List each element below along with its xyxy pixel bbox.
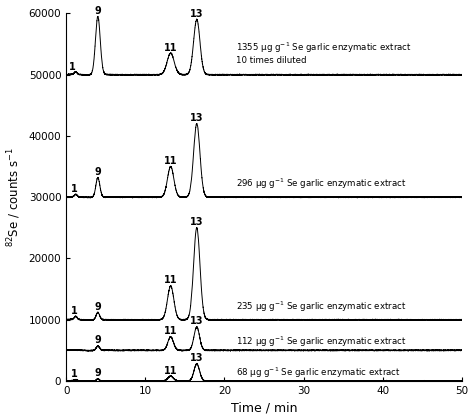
Text: 1355 μg g$^{-1}$ Se garlic enzymatic extract
10 times diluted: 1355 μg g$^{-1}$ Se garlic enzymatic ext… [237,41,412,66]
Text: 296 μg g$^{-1}$ Se garlic enzymatic extract: 296 μg g$^{-1}$ Se garlic enzymatic extr… [237,177,407,191]
Text: 11: 11 [164,276,177,286]
Text: 1: 1 [71,370,77,380]
Text: 11: 11 [164,156,177,166]
Text: 11: 11 [164,42,177,52]
Text: 9: 9 [94,167,101,177]
Text: 11: 11 [164,326,177,336]
Y-axis label: $^{82}$Se / counts s$^{-1}$: $^{82}$Se / counts s$^{-1}$ [6,147,23,247]
Text: 13: 13 [190,317,203,326]
Text: 235 μg g$^{-1}$ Se garlic enzymatic extract: 235 μg g$^{-1}$ Se garlic enzymatic extr… [237,299,407,314]
Text: 112 μg g$^{-1}$ Se garlic enzymatic extract: 112 μg g$^{-1}$ Se garlic enzymatic extr… [237,335,407,349]
X-axis label: Time / min: Time / min [231,402,297,415]
Text: 13: 13 [190,217,203,227]
Text: 1: 1 [71,306,77,316]
Text: 13: 13 [190,113,203,123]
Text: 9: 9 [94,368,101,378]
Text: 13: 13 [190,353,203,363]
Text: 1: 1 [71,184,77,194]
Text: 9: 9 [94,6,101,16]
Text: 9: 9 [94,302,101,312]
Text: 9: 9 [94,336,101,346]
Text: 13: 13 [190,9,203,19]
Text: 1: 1 [69,62,76,71]
Text: 68 μg g$^{-1}$ Se garlic enzymatic extract: 68 μg g$^{-1}$ Se garlic enzymatic extra… [237,365,401,380]
Text: 11: 11 [164,365,177,375]
